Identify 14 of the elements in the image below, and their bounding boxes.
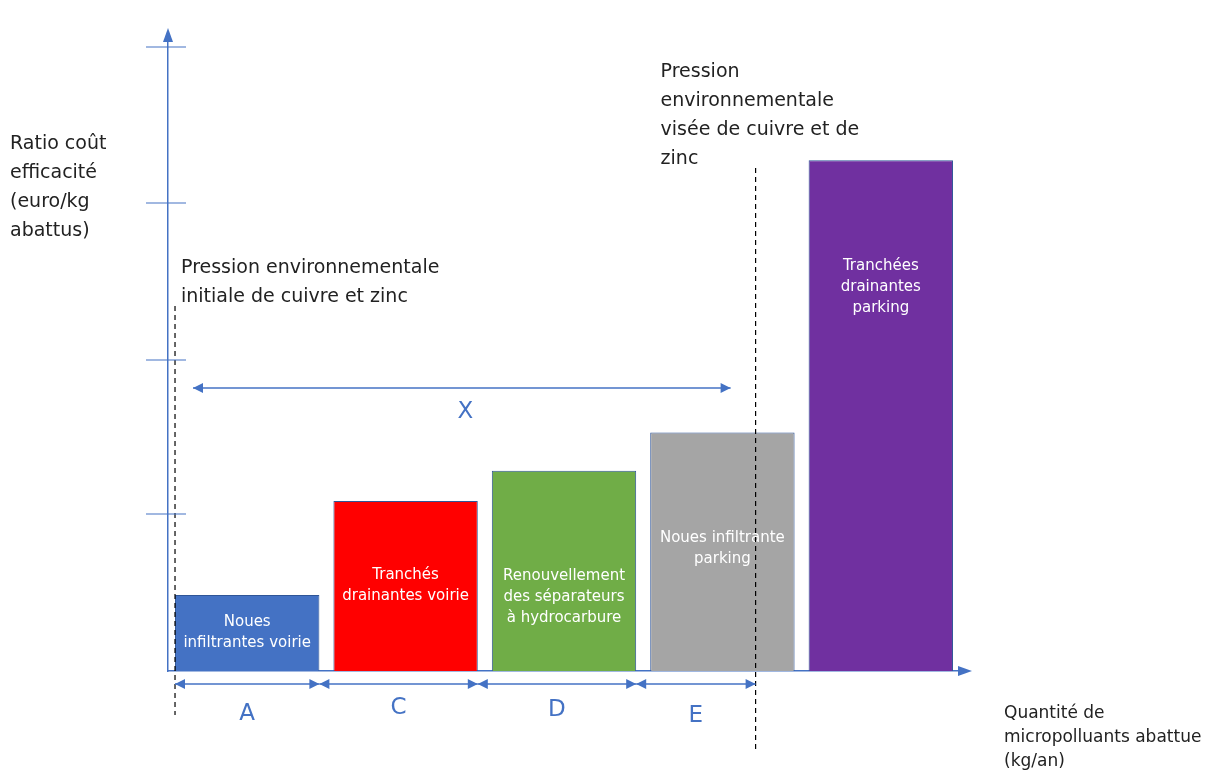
text: C: [390, 693, 407, 719]
x-tick-label: Renouvellement des séparateurs à hydrocarbure: [502, 566, 626, 627]
text: A: [239, 699, 256, 725]
x-tick-label: Noues infiltrante parking: [659, 527, 785, 567]
x-axis-title: Quantité de micropolluants abattue (kg/an): [1004, 701, 1203, 772]
annotation: X: [457, 397, 474, 423]
text: E: [688, 701, 704, 727]
ref-line-label: Pression environnementale initiale de cuivre et zinc: [181, 254, 441, 308]
x-tick-label: Noues infiltrantes voirie: [183, 612, 311, 652]
text: D: [548, 695, 566, 721]
x-tick-label: Tranchés drainantes voirie: [342, 565, 469, 605]
y-axis-title: Ratio coût efficacité (euro/kg abattus): [10, 130, 108, 242]
x-tick-label: Tranchées drainantes parking: [840, 255, 922, 316]
ref-line-label: Pression environnementale visée de cuivre et de zinc: [660, 58, 861, 170]
